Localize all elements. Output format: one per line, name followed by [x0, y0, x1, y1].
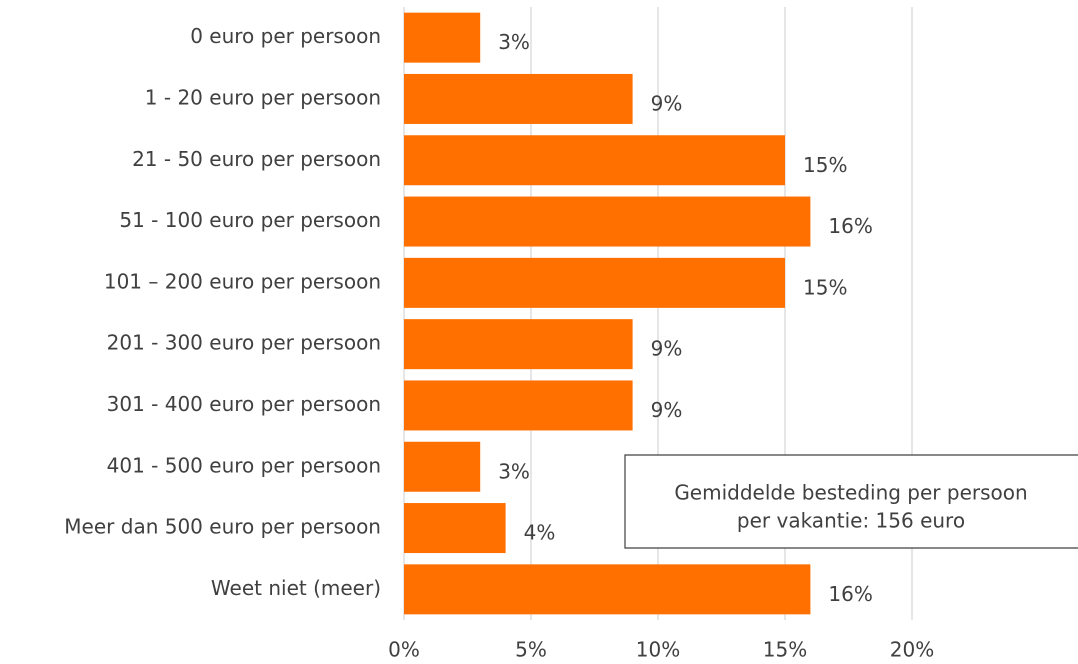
data-label: 15%	[803, 153, 847, 177]
bar	[404, 73, 633, 124]
y-tick-label: Meer dan 500 euro per persoon	[64, 515, 381, 539]
bar	[404, 12, 481, 63]
x-tick-label: 15%	[763, 638, 807, 662]
data-label: 9%	[651, 337, 683, 361]
data-label: 15%	[803, 275, 847, 299]
bar	[404, 319, 633, 370]
y-tick-label: 401 - 500 euro per persoon	[107, 453, 381, 477]
data-label: 3%	[498, 30, 530, 54]
y-tick-label: 201 - 300 euro per persoon	[107, 331, 381, 355]
y-tick-label: 1 - 20 euro per persoon	[145, 85, 381, 109]
y-tick-label: 0 euro per persoon	[190, 24, 381, 48]
x-tick-label: 5%	[515, 638, 547, 662]
annotation: Gemiddelde besteding per persoon	[674, 481, 1027, 505]
bar	[404, 503, 506, 554]
bar	[404, 196, 811, 247]
annotation-box	[624, 454, 1078, 549]
bar	[404, 380, 633, 431]
y-tick-label: 101 – 200 euro per persoon	[104, 269, 381, 293]
bar	[404, 135, 785, 186]
x-tick-label: 20%	[890, 638, 934, 662]
x-tick-label: 0%	[388, 638, 420, 662]
data-label: 3%	[498, 459, 530, 483]
bar	[404, 564, 811, 615]
data-label: 9%	[651, 91, 683, 115]
bar	[404, 257, 785, 308]
data-label: 16%	[828, 582, 872, 606]
bar	[404, 441, 481, 492]
data-label: 16%	[828, 214, 872, 238]
y-tick-label: 21 - 50 euro per persoon	[132, 147, 381, 171]
data-label: 9%	[651, 398, 683, 422]
data-label: 4%	[524, 521, 556, 545]
y-tick-label: Weet niet (meer)	[211, 576, 381, 600]
y-tick-label: 51 - 100 euro per persoon	[119, 208, 381, 232]
y-tick-label: 301 - 400 euro per persoon	[107, 392, 381, 416]
annotation: per vakantie: 156 euro	[737, 509, 965, 533]
x-tick-label: 10%	[636, 638, 680, 662]
